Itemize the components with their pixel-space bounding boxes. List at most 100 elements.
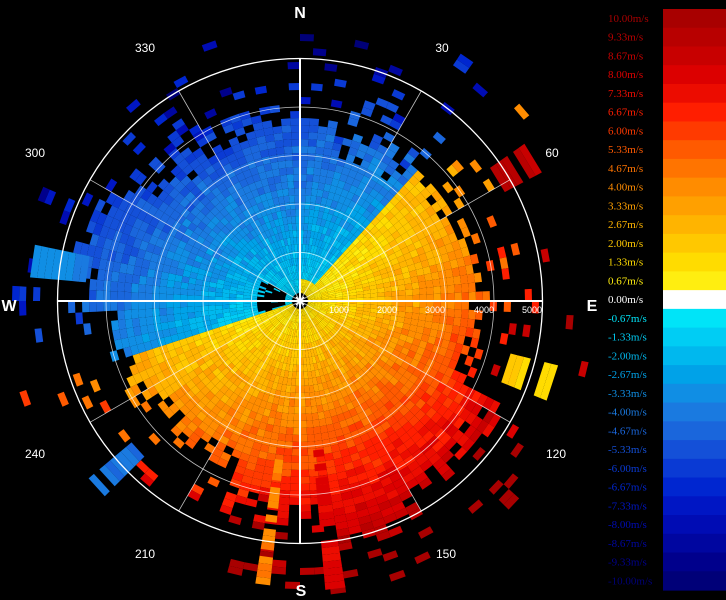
- radar-bin: [184, 191, 196, 202]
- radar-bin: [508, 323, 517, 336]
- radar-bin: [403, 152, 416, 165]
- radar-bin: [115, 451, 135, 472]
- radar-bin: [294, 399, 300, 407]
- radar-bin: [297, 322, 299, 330]
- radar-bin: [325, 270, 332, 277]
- radar-bin: [243, 295, 251, 299]
- radar-bin: [83, 323, 92, 336]
- radar-bin: [379, 395, 390, 406]
- radar-bin: [331, 279, 339, 285]
- radar-bin: [145, 292, 153, 301]
- radar-bin: [166, 307, 174, 315]
- radar-bin: [355, 353, 364, 362]
- radar-bin: [133, 326, 142, 337]
- radar-bin: [258, 352, 266, 361]
- radar-bin: [223, 315, 232, 322]
- radar-bin: [280, 476, 291, 484]
- radar-bin: [381, 436, 392, 448]
- radar-bin: [471, 403, 483, 416]
- radar-bin: [313, 449, 325, 458]
- radar-bin: [288, 406, 295, 414]
- radar-bin: [578, 360, 589, 378]
- radar-bin: [300, 420, 307, 428]
- radar-bin: [281, 181, 289, 190]
- radar-bin: [399, 385, 410, 396]
- radar-bin: [273, 375, 280, 384]
- radar-bin: [393, 411, 404, 422]
- radar-bin: [229, 304, 237, 309]
- radar-bin: [331, 223, 339, 232]
- radar-bin: [94, 198, 106, 213]
- radar-bin: [311, 268, 317, 276]
- radar-bin: [261, 256, 269, 264]
- radar-bin: [474, 348, 484, 360]
- radar-bin: [131, 292, 139, 301]
- radar-bin: [122, 223, 133, 236]
- radar-bin: [210, 395, 221, 406]
- radar-bin: [333, 326, 341, 333]
- radar-bin: [449, 333, 459, 343]
- radar-bin: [387, 175, 398, 186]
- radar-bin: [344, 275, 353, 281]
- radar-bin: [308, 282, 313, 289]
- radar-bin: [279, 490, 291, 498]
- radar-bin: [285, 283, 291, 290]
- radar-bin: [304, 385, 310, 393]
- radar-bin: [206, 372, 216, 382]
- radar-bin: [290, 265, 294, 273]
- radar-bin: [236, 353, 245, 362]
- radar-bin: [327, 288, 335, 292]
- radar-bin: [175, 325, 185, 334]
- radar-bin: [280, 174, 288, 183]
- radar-bin: [191, 416, 203, 427]
- radar-bin: [279, 306, 287, 310]
- radar-bin: [145, 284, 153, 294]
- radar-bin: [304, 329, 308, 337]
- radar-bin: [388, 448, 400, 460]
- radar-bin: [347, 313, 356, 319]
- radar-bin: [261, 223, 269, 232]
- radar-bin: [168, 243, 178, 253]
- radar-bin: [310, 363, 315, 372]
- radar-bin: [424, 418, 436, 431]
- radar-bin: [185, 335, 195, 344]
- radar-bin: [344, 206, 353, 216]
- radar-bin: [208, 154, 219, 166]
- radar-bin: [300, 195, 306, 203]
- radar-bin: [199, 244, 209, 253]
- radar-bin: [280, 355, 286, 363]
- radar-bin: [283, 224, 289, 232]
- radar-bin: [306, 364, 312, 372]
- radar-bin: [138, 275, 147, 285]
- radar-bin: [531, 301, 539, 314]
- radar-bin: [366, 371, 375, 380]
- radar-bin: [206, 181, 218, 192]
- radar-bin: [320, 375, 327, 384]
- radar-bin: [239, 110, 251, 121]
- radar-bin: [303, 265, 306, 273]
- radar-bin: [348, 289, 357, 294]
- radar-bin: [89, 209, 101, 223]
- radar-bin: [291, 244, 295, 252]
- radar-bin: [268, 365, 275, 374]
- radar-bin: [189, 158, 201, 170]
- radar-bin: [208, 453, 221, 465]
- radar-bin: [247, 206, 256, 216]
- radar-bin: [237, 312, 245, 318]
- radar-bin: [327, 430, 337, 439]
- radar-bin: [385, 101, 399, 113]
- radar-bin: [286, 259, 291, 267]
- radar-bin: [332, 171, 342, 181]
- radar-bin: [224, 258, 233, 266]
- radar-bin: [254, 435, 264, 444]
- radar-bin: [364, 326, 373, 333]
- radar-bin: [331, 247, 338, 255]
- radar-bin: [346, 263, 354, 270]
- radar-bin: [284, 260, 289, 268]
- radar-bin: [249, 426, 259, 436]
- radar-bin: [334, 241, 342, 250]
- radar-bin: [270, 432, 279, 441]
- radar-bin: [274, 248, 280, 257]
- radar-bin: [357, 255, 366, 263]
- radar-bin: [304, 378, 309, 386]
